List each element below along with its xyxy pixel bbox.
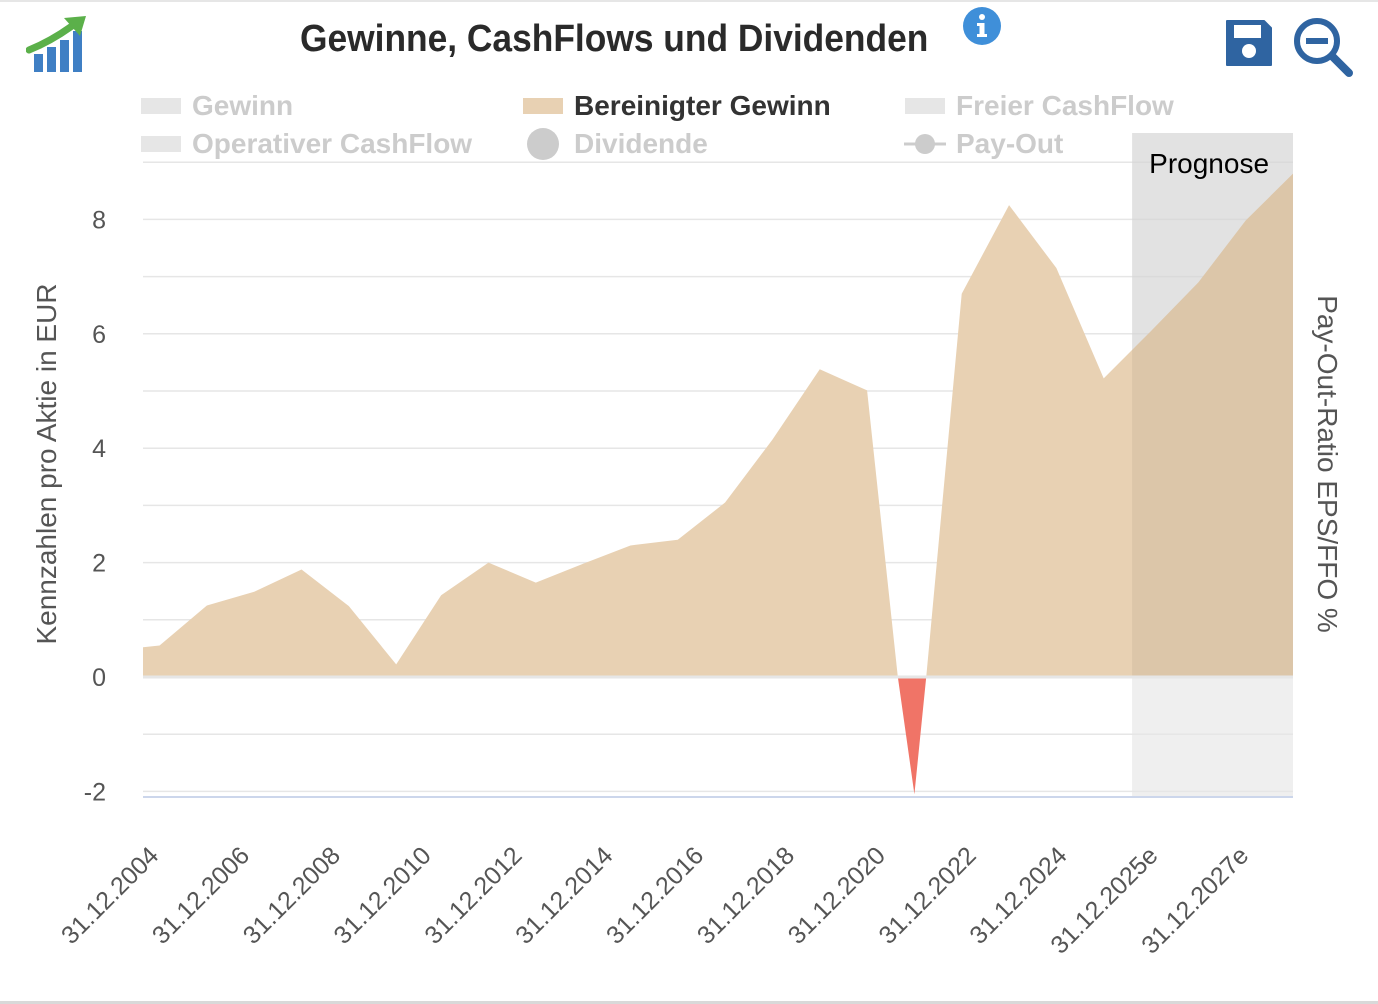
x-tick-label: 31.12.2022 bbox=[873, 841, 981, 949]
legend-label-operativer-cashflow: Operativer CashFlow bbox=[192, 128, 473, 159]
forecast-band-overlay bbox=[1132, 133, 1293, 677]
info-icon[interactable] bbox=[962, 6, 1002, 46]
legend-swatch-pay-out bbox=[904, 127, 946, 161]
x-tick-label: 31.12.2018 bbox=[692, 841, 800, 949]
x-tick-label: 31.12.2012 bbox=[419, 841, 527, 949]
x-tick-label: 31.12.2008 bbox=[238, 841, 346, 949]
x-tick-label: 31.12.2014 bbox=[510, 841, 618, 949]
area-series-bereinigter-gewinn bbox=[143, 173, 1293, 677]
legend-item-operativer-cashflow[interactable]: Operativer CashFlow bbox=[140, 127, 472, 161]
x-tick-label: 31.12.2006 bbox=[147, 841, 255, 949]
legend-item-pay-out[interactable]: Pay-Out bbox=[904, 127, 1063, 161]
legend-swatch-operativer-cashflow bbox=[140, 127, 182, 161]
y-axis-label: Kennzahlen pro Aktie in EUR bbox=[31, 283, 62, 644]
legend-swatch-bereinigter-gewinn bbox=[522, 89, 564, 123]
x-tick-label: 31.12.2020 bbox=[783, 841, 891, 949]
x-tick-label: 31.12.2016 bbox=[601, 841, 709, 949]
chart-growth-logo-icon bbox=[26, 16, 86, 72]
x-tick-label: 31.12.2004 bbox=[56, 841, 164, 949]
legend-item-gewinn[interactable]: Gewinn bbox=[140, 89, 293, 123]
area-series-negative bbox=[143, 677, 1293, 795]
top-divider bbox=[0, 0, 1378, 2]
legend-label-dividende: Dividende bbox=[574, 128, 708, 159]
legend-label-freier-cashflow: Freier CashFlow bbox=[956, 90, 1174, 121]
forecast-band-label: Prognose bbox=[1149, 148, 1269, 179]
legend-item-bereinigter-gewinn[interactable]: Bereinigter Gewinn bbox=[522, 89, 831, 123]
legend-label-gewinn: Gewinn bbox=[192, 90, 294, 121]
y-tick-label: -2 bbox=[84, 778, 106, 806]
y-tick-label: 2 bbox=[92, 550, 106, 578]
legend-label-pay-out: Pay-Out bbox=[956, 128, 1064, 159]
legend-item-dividende[interactable]: Dividende bbox=[522, 127, 708, 161]
legend-swatch-freier-cashflow bbox=[904, 89, 946, 123]
chart-title: Gewinne, CashFlows und Dividenden bbox=[300, 18, 929, 60]
bottom-divider bbox=[0, 1001, 1378, 1004]
legend-label-bereinigter-gewinn: Bereinigter Gewinn bbox=[574, 90, 831, 121]
y-tick-label: 4 bbox=[92, 435, 106, 463]
legend-swatch-gewinn bbox=[140, 89, 182, 123]
zoom-out-icon[interactable] bbox=[1292, 16, 1354, 78]
legend-item-freier-cashflow[interactable]: Freier CashFlow bbox=[904, 89, 1174, 123]
y-tick-label: 8 bbox=[92, 206, 106, 234]
save-floppy-icon[interactable] bbox=[1224, 18, 1274, 68]
y-tick-label: 6 bbox=[92, 321, 106, 349]
y-tick-label: 0 bbox=[92, 664, 106, 692]
y-axis-label-right: Pay-Out-Ratio EPS/FFO % bbox=[1312, 295, 1343, 633]
x-tick-label: 31.12.2010 bbox=[328, 841, 436, 949]
legend-swatch-dividende bbox=[522, 127, 564, 161]
